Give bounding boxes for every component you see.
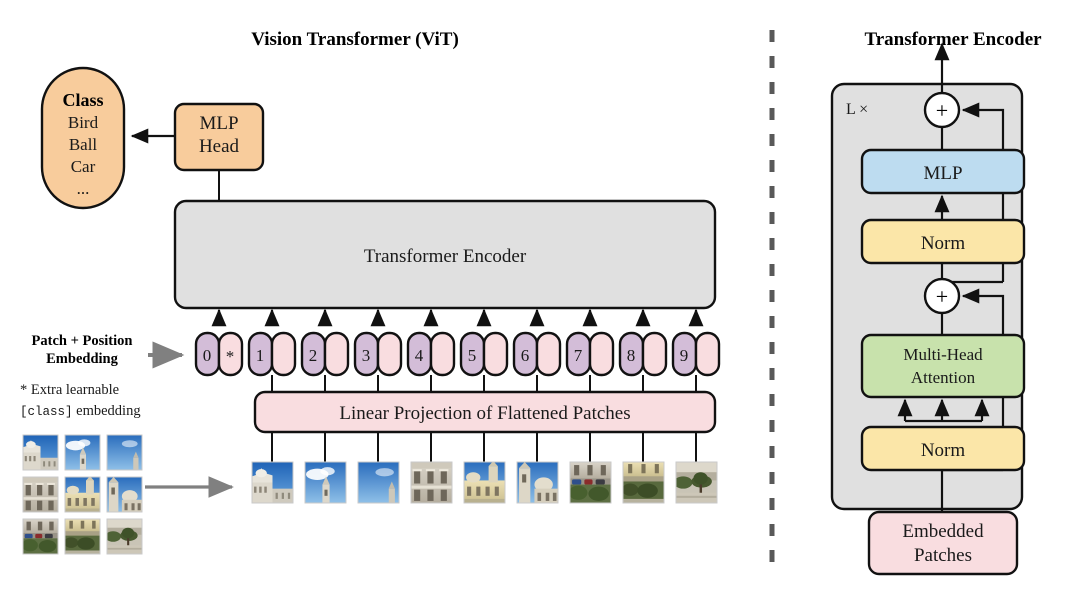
transformer-encoder-label: Transformer Encoder (364, 246, 527, 267)
patch-grid-cell-7 (64, 518, 101, 555)
transformer-encoder-box (173, 199, 717, 310)
token-0-star-label: * (226, 347, 235, 366)
embedded-patches-box (867, 510, 1019, 576)
embedding-caption-line1: Patch + Position (32, 333, 133, 349)
repeat-count-label: L × (846, 101, 868, 118)
patch-seq-1 (304, 461, 347, 504)
source-image-patch-grid (22, 434, 143, 555)
token-7-index-label: 7 (574, 346, 583, 365)
page-title-left: Vision Transformer (ViT) (251, 29, 459, 50)
patch-seq-5 (516, 461, 559, 504)
attention-label-line2: Attention (911, 368, 976, 387)
patch-seq-6 (569, 461, 612, 504)
token-8-patch-pill (641, 331, 668, 377)
patch-grid-cell-1 (64, 434, 101, 471)
patch-grid-cell-3 (22, 476, 59, 513)
patch-seq-4 (463, 461, 506, 504)
token-3-index-label: 3 (362, 346, 371, 365)
token-7: 7 (565, 331, 615, 377)
patch-grid-cell-5 (106, 476, 143, 513)
token-5: 5 (459, 331, 509, 377)
projection-input-connectors (271, 432, 697, 462)
token-1-patch-pill (270, 331, 297, 377)
token-1: 1 (247, 331, 297, 377)
page-title-right: Transformer Encoder (864, 29, 1042, 50)
token-9: 9 (671, 331, 721, 377)
token-0-index-label: 0 (203, 346, 212, 365)
flattened-patch-sequence (251, 461, 718, 504)
embedding-caption-line2: Embedding (46, 351, 118, 367)
patch-grid-cell-6 (22, 518, 59, 555)
class-item-ellipsis: ... (77, 179, 90, 198)
token-5-patch-pill (482, 331, 509, 377)
mlp-label: MLP (923, 163, 962, 184)
patch-position-token-row: 0 * 1 2 3 4 5 6 (194, 331, 721, 377)
class-item-ball: Ball (69, 135, 98, 154)
patch-grid-cell-0 (22, 434, 59, 471)
footnote-tail: embedding (73, 403, 141, 419)
token-2: 2 (300, 331, 350, 377)
footnote-line2: [class] embedding (20, 403, 141, 419)
projection-output-connectors (271, 375, 697, 392)
linear-projection-label: Linear Projection of Flattened Patches (339, 403, 630, 424)
embedded-patches-line2: Patches (914, 545, 972, 566)
patch-seq-2 (357, 461, 400, 504)
multihead-attention-box (860, 333, 1026, 399)
add-bottom-label: + (936, 284, 948, 309)
token-4: 4 (406, 331, 456, 377)
attention-label-line1: Multi-Head (903, 345, 983, 364)
patch-grid-cell-4 (64, 476, 101, 513)
mlp-head-label-line1: MLP (199, 113, 238, 134)
token-5-index-label: 5 (468, 346, 477, 365)
token-4-index-label: 4 (415, 346, 424, 365)
mlp-box (860, 148, 1026, 195)
patch-seq-0 (251, 461, 294, 504)
footnote-class-token: [class] (20, 405, 73, 419)
token-6: 6 (512, 331, 562, 377)
class-item-bird: Bird (68, 113, 99, 132)
token-9-patch-pill (694, 331, 721, 377)
token-6-patch-pill (535, 331, 562, 377)
class-item-car: Car (71, 157, 96, 176)
footnote-line1: * Extra learnable (20, 382, 119, 398)
norm-bottom-label: Norm (921, 440, 966, 461)
class-heading: Class (62, 90, 103, 110)
class-output-box (40, 66, 126, 210)
patch-seq-7 (622, 461, 665, 504)
token-2-index-label: 2 (309, 346, 318, 365)
add-top-label: + (936, 98, 948, 123)
token-3: 3 (353, 331, 403, 377)
encoder-input-arrows (211, 308, 704, 327)
patch-grid-cell-8 (106, 518, 143, 555)
token-9-index-label: 9 (680, 346, 689, 365)
token-8: 8 (618, 331, 668, 377)
embedded-patches-line1: Embedded (902, 521, 984, 542)
mlp-head-label-line2: Head (199, 136, 240, 157)
token-1-index-label: 1 (256, 346, 265, 365)
token-6-index-label: 6 (521, 346, 530, 365)
patch-grid-cell-2 (106, 434, 143, 471)
patch-seq-8 (675, 461, 718, 504)
token-4-patch-pill (429, 331, 456, 377)
token-2-patch-pill (323, 331, 350, 377)
residual-path-bottom (961, 288, 1005, 470)
patch-seq-3 (410, 461, 453, 504)
token-7-patch-pill (588, 331, 615, 377)
token-0-class-pill (217, 331, 244, 377)
token-8-index-label: 8 (627, 346, 636, 365)
norm-top-label: Norm (921, 233, 966, 254)
qkv-arrows (897, 398, 990, 423)
token-3-patch-pill (376, 331, 403, 377)
